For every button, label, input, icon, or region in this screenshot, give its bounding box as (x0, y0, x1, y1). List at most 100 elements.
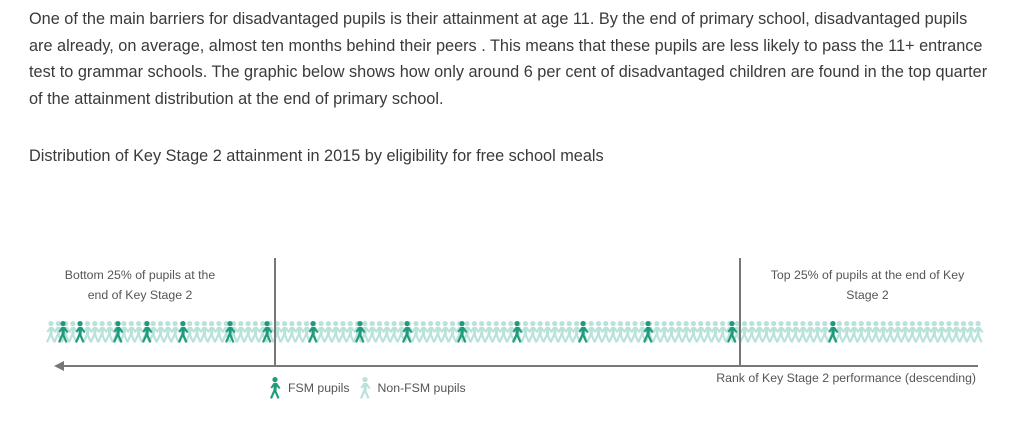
non-fsm-pupil-icon (615, 321, 626, 343)
non-fsm-pupil-icon (819, 321, 831, 343)
bottom-quartile-label: Bottom 25% of pupils at the end of Key S… (64, 268, 216, 302)
non-fsm-pupil-icon (797, 321, 809, 343)
non-fsm-pupil-icon (476, 321, 488, 343)
non-fsm-pupil-icon (695, 321, 707, 343)
non-fsm-pupil-icon (411, 321, 422, 343)
non-fsm-pupil-icon (805, 321, 816, 343)
legend: FSM pupils Non-FSM pupils (268, 377, 472, 399)
non-fsm-pupil-icon (973, 321, 984, 343)
non-fsm-pupil-icon (557, 321, 568, 343)
non-fsm-pupil-icon (593, 321, 604, 343)
non-fsm-pupil-icon (133, 321, 145, 343)
non-fsm-pupil-icon (338, 321, 349, 343)
non-fsm-pupil-icon (381, 321, 393, 343)
fsm-pupil-icon (225, 321, 236, 343)
non-fsm-pupil-icon (206, 321, 218, 343)
non-fsm-pupil-icon (754, 321, 765, 343)
non-fsm-pupil-icon (943, 321, 955, 343)
non-fsm-pupil-icon (768, 321, 780, 343)
fsm-pupil-icon (113, 321, 124, 343)
non-fsm-pupil-icon (527, 321, 539, 343)
non-fsm-pupil-icon (739, 321, 750, 343)
fsm-pupil-icon (727, 321, 738, 343)
non-fsm-pupil-icon (170, 321, 181, 343)
non-fsm-pupil-icon (878, 321, 889, 343)
walking-person-icon (270, 377, 281, 399)
non-fsm-pupil-icon (812, 321, 823, 343)
non-fsm-pupil-icon (323, 321, 334, 343)
non-fsm-pupil-icon (914, 321, 926, 343)
fsm-legend-icon (270, 377, 281, 399)
non-fsm-pupil-icon (162, 321, 174, 343)
non-fsm-pupil-icon (484, 321, 495, 343)
non-fsm-pupil-icon (192, 321, 203, 343)
non-fsm-pupil-icon (951, 321, 962, 343)
non-fsm-pupil-icon (710, 321, 721, 343)
non-fsm-pupil-icon (673, 321, 685, 343)
non-fsm-pupil-icon (586, 321, 597, 343)
non-fsm-pupil-icon (440, 321, 451, 343)
non-fsm-pupil-icon (126, 321, 137, 343)
non-fsm-pupil-icon (345, 321, 356, 343)
non-fsm-pupil-icon (535, 321, 546, 343)
non-fsm-pupil-icon (286, 321, 298, 343)
fsm-pupil-icon (457, 321, 468, 343)
fsm-pupil-icon (578, 321, 589, 343)
non-fsm-pupil-icon (97, 321, 108, 343)
axis-arrow-icon (54, 361, 64, 371)
non-fsm-pupil-icon (549, 321, 561, 343)
non-fsm-pupil-icon (279, 321, 291, 343)
non-fsm-legend-label: Non-FSM pupils (377, 381, 466, 395)
non-fsm-pupil-icon (666, 321, 677, 343)
fsm-pupil-icon (178, 321, 189, 343)
non-fsm-pupil-icon (622, 321, 634, 343)
fsm-pupil-icon (355, 321, 366, 343)
intro-paragraph: One of the main barriers for disadvantag… (29, 10, 988, 109)
non-fsm-pupil-icon (294, 321, 305, 343)
non-fsm-pupil-icon (155, 321, 166, 343)
non-fsm-pupil-icon (374, 321, 385, 343)
non-fsm-pupil-icon (900, 321, 911, 343)
non-fsm-pupil-icon (630, 321, 641, 343)
non-fsm-pupil-icon (235, 321, 247, 343)
fsm-pupil-icon (262, 321, 273, 343)
non-fsm-pupil-icon (213, 321, 225, 343)
non-fsm-pupil-icon (907, 321, 918, 343)
non-fsm-pupil-icon (717, 321, 729, 343)
fsm-legend-label: FSM pupils (288, 381, 350, 395)
non-fsm-pupil-icon (67, 321, 79, 343)
graphic-caption: Distribution of Key Stage 2 attainment i… (29, 147, 604, 165)
non-fsm-pupil-icon (600, 321, 612, 343)
attainment-graphic: Bottom 25% of pupils at the end of Key S… (0, 240, 1024, 422)
non-fsm-pupil-icon (929, 321, 940, 343)
non-fsm-pupil-icon (885, 321, 896, 343)
non-fsm-pupil-icon (958, 321, 969, 343)
non-fsm-pupil-icon (564, 321, 575, 343)
non-fsm-pupil-icon (892, 321, 904, 343)
non-fsm-legend-icon (359, 377, 371, 399)
non-fsm-pupil-icon (922, 321, 933, 343)
non-fsm-pupil-icon (863, 321, 875, 343)
non-fsm-pupil-icon (703, 321, 714, 343)
non-fsm-pupil-icon (418, 321, 429, 343)
non-fsm-pupil-icon (776, 321, 787, 343)
non-fsm-pupil-icon (89, 321, 101, 343)
fsm-pupil-icon (643, 321, 654, 343)
non-fsm-pupil-icon (520, 321, 531, 343)
axis-label: Rank of Key Stage 2 performance (descend… (716, 371, 976, 385)
non-fsm-pupil-icon (651, 321, 663, 343)
non-fsm-pupil-icon (965, 321, 977, 343)
non-fsm-pupil-icon (856, 321, 867, 343)
non-fsm-pupil-icon (250, 321, 261, 343)
non-fsm-pupil-icon (432, 321, 444, 343)
non-fsm-pupil-icon (849, 321, 860, 343)
non-fsm-pupil-icon (82, 321, 93, 343)
non-fsm-pupil-icon (659, 321, 670, 343)
non-fsm-pupil-icon (447, 321, 458, 343)
non-fsm-pupil-icon (425, 321, 437, 343)
non-fsm-pupil-icon (783, 321, 794, 343)
non-fsm-pupil-icon (608, 321, 619, 343)
non-fsm-pupil-icon (46, 321, 57, 343)
walking-person-icon (359, 377, 371, 399)
non-fsm-pupil-icon (936, 321, 948, 343)
